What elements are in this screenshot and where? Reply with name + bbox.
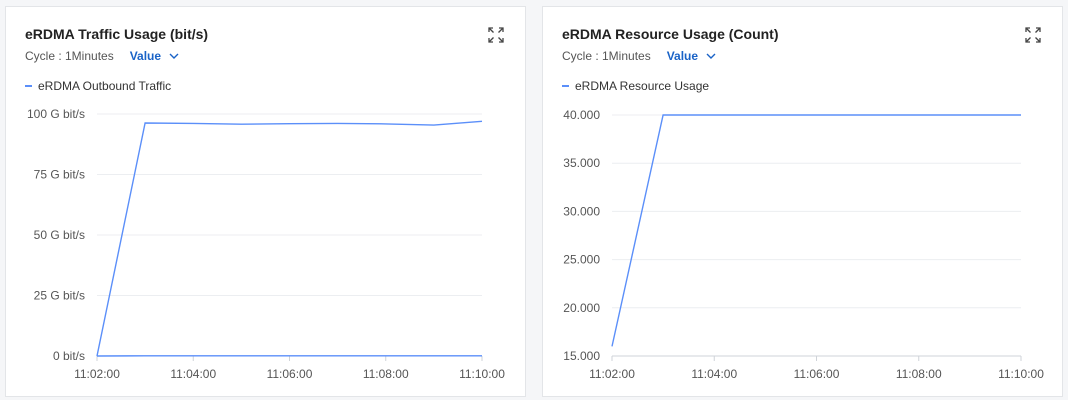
x-tick-label: 11:10:00 [998, 367, 1044, 381]
legend-swatch [562, 85, 569, 87]
cycle-row: Cycle : 1Minutes Value [25, 49, 179, 63]
legend-item[interactable]: eRDMA Outbound Traffic [25, 79, 171, 93]
y-tick-label: 30.000 [563, 204, 600, 218]
y-tick-label: 15.000 [563, 349, 600, 363]
expand-icon[interactable] [1024, 26, 1042, 44]
legend-label: eRDMA Outbound Traffic [38, 79, 172, 93]
value-dropdown-label: Value [129, 49, 162, 63]
value-dropdown[interactable]: Value [130, 49, 179, 63]
y-tick-label: 25.000 [563, 253, 600, 267]
x-tick-label: 11:06:00 [794, 367, 840, 381]
x-tick-label: 11:02:00 [74, 367, 120, 381]
y-tick-label: 35.000 [563, 156, 600, 170]
series-line-0 [96, 120, 483, 357]
cycle-label: Cycle : 1Minutes [562, 49, 651, 63]
x-tick-label: 11:04:00 [691, 367, 737, 381]
x-tick-label: 11:10:00 [459, 367, 505, 381]
legend-swatch [25, 85, 32, 87]
value-dropdown-label: Value [666, 49, 699, 63]
x-tick-label: 11:06:00 [267, 367, 313, 381]
y-tick-label: 40.000 [563, 108, 600, 122]
traffic-chart: 0 bit/s 25 G bit/s 50 G bit/s 75 G bit/s 100… [27, 107, 505, 381]
traffic-usage-card: eRDMA Traffic Usage (bit/s) Cycle : 1Min… [5, 6, 526, 397]
y-tick-label: 100 G bit/s [27, 107, 85, 121]
cycle-row: Cycle : 1Minutes Value [562, 49, 716, 63]
chevron-down-icon [706, 53, 716, 59]
x-tick-label: 11:08:00 [363, 367, 409, 381]
legend-item[interactable]: eRDMA Resource Usage [562, 79, 709, 93]
y-tick-label: 20.000 [563, 301, 600, 315]
chevron-down-icon [169, 53, 179, 59]
resource-chart: 15.000 20.000 25.000 30.000 35.000 40.000 11:0… [563, 108, 1044, 381]
x-tick-label: 11:08:00 [896, 367, 942, 381]
value-dropdown[interactable]: Value [667, 49, 716, 63]
expand-icon[interactable] [487, 26, 505, 44]
y-tick-label: 75 G bit/s [34, 168, 85, 182]
chart-title: eRDMA Traffic Usage (bit/s) [25, 26, 209, 42]
x-tick-label: 11:02:00 [589, 367, 635, 381]
y-tick-label: 50 G bit/s [34, 228, 85, 242]
x-tick-label: 11:04:00 [170, 367, 216, 381]
cycle-label: Cycle : 1Minutes [25, 49, 114, 63]
y-tick-label: 0 bit/s [53, 349, 85, 363]
resource-usage-card: eRDMA Resource Usage (Count) Cycle : 1Mi… [542, 6, 1063, 397]
series-line-0 [611, 114, 1021, 347]
y-tick-label: 25 G bit/s [34, 289, 85, 303]
legend-label: eRDMA Resource Usage [575, 79, 710, 93]
chart-title: eRDMA Resource Usage (Count) [562, 26, 779, 42]
